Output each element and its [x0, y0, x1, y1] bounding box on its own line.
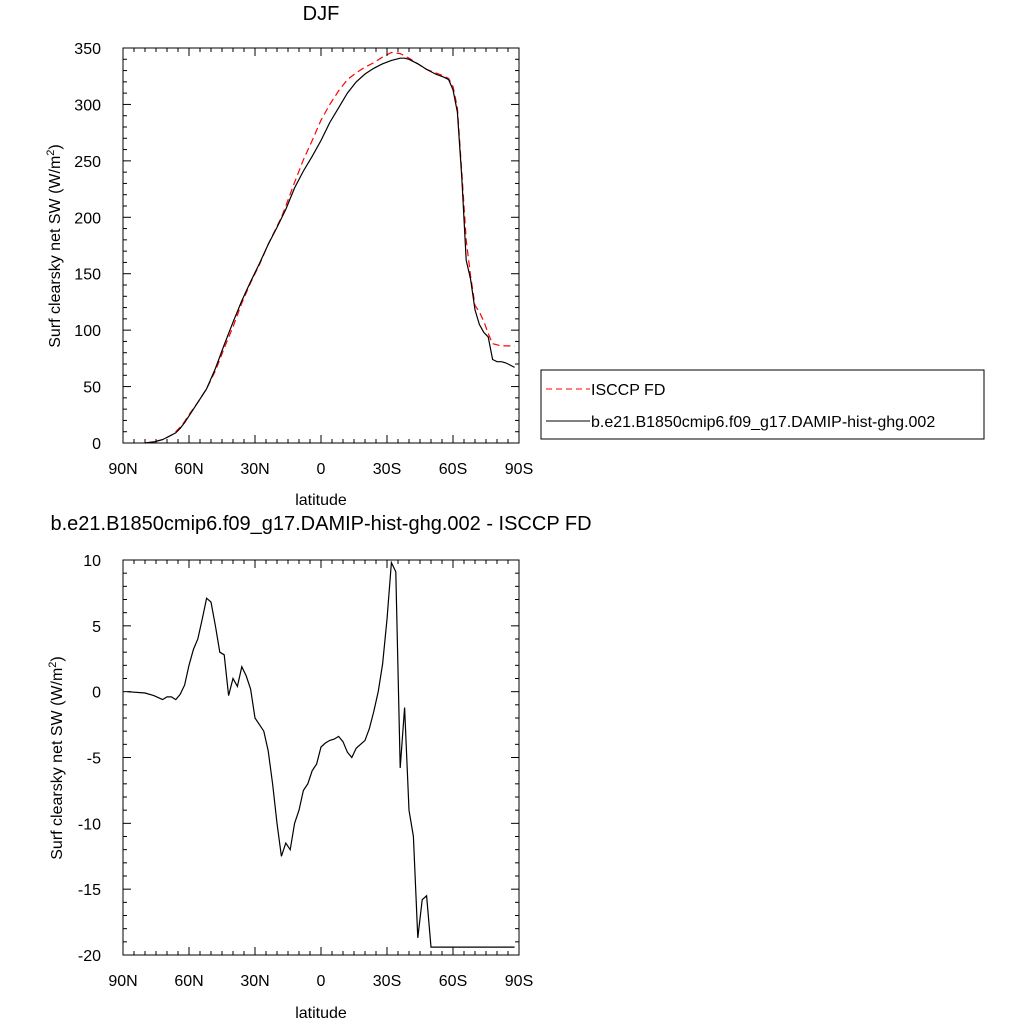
x-tick-label: 30N [240, 461, 269, 478]
x-tick-label: 60N [174, 461, 203, 478]
x-tick-label: 90N [108, 973, 137, 990]
x-tick-label: 90S [505, 973, 533, 990]
series-line-1 [144, 57, 515, 444]
x-tick-label: 60N [174, 973, 203, 990]
top-plot-frame [122, 47, 520, 444]
y-tick-label: -15 [78, 882, 101, 899]
y-tick-label: 200 [74, 210, 101, 227]
bottom-chart-title: b.e21.B1850cmip6.f09_g17.DAMIP-hist-ghg.… [50, 513, 591, 535]
legend-label-model: b.e21.B1850cmip6.f09_g17.DAMIP-hist-ghg.… [591, 414, 935, 431]
x-tick-label: 30S [373, 973, 401, 990]
y-tick-label: -10 [78, 816, 101, 833]
x-tick-label: 0 [317, 461, 326, 478]
y-tick-label: 0 [92, 436, 101, 453]
x-tick-label: 30S [373, 461, 401, 478]
x-tick-label: 60S [439, 461, 467, 478]
y-tick-label: 100 [74, 323, 101, 340]
y-tick-label: 10 [83, 553, 101, 570]
legend: ISCCP FD b.e21.B1850cmip6.f09_g17.DAMIP-… [540, 369, 985, 440]
y-tick-label: 5 [92, 619, 101, 636]
top-panel: DJF 90N 60N 30N 0 30S 60S 90S 0 50 100 150 200 250 30… [45, 3, 985, 509]
top-x-axis-label: latitude [295, 492, 347, 509]
bottom-series-layer [127, 560, 515, 948]
top-chart-title: DJF [303, 3, 340, 25]
y-tick-label: 350 [74, 41, 101, 58]
y-tick-label: 250 [74, 154, 101, 171]
y-tick-label: -20 [78, 948, 101, 965]
bottom-tick-layer: 90N 60N 30N 0 30S 60S 90S -20 -15 -10 -5 0 5 10 [78, 553, 533, 990]
series-line-0 [144, 51, 515, 444]
series-line-0 [127, 560, 515, 948]
bottom-panel: b.e21.B1850cmip6.f09_g17.DAMIP-hist-ghg.… [47, 513, 592, 1022]
x-tick-label: 60S [439, 973, 467, 990]
top-tick-layer: 90N 60N 30N 0 30S 60S 90S 0 50 100 150 200 250 300 350 [74, 41, 533, 478]
y-tick-label: 50 [83, 380, 101, 397]
bottom-x-axis-label: latitude [295, 1005, 347, 1022]
x-tick-label: 90S [505, 461, 533, 478]
top-y-axis-label: Surf clearsky net SW (W/m2) [45, 144, 64, 347]
legend-box [540, 369, 985, 440]
y-tick-label: -5 [87, 751, 101, 768]
y-tick-label: 0 [92, 685, 101, 702]
x-tick-label: 0 [317, 973, 326, 990]
legend-label-isccp: ISCCP FD [591, 382, 665, 399]
bottom-y-axis-label: Surf clearsky net SW (W/m2) [47, 656, 66, 859]
bottom-plot-frame [122, 559, 520, 956]
x-tick-label: 90N [108, 461, 137, 478]
y-tick-label: 300 [74, 97, 101, 114]
y-tick-label: 150 [74, 267, 101, 284]
x-tick-label: 30N [240, 973, 269, 990]
top-series-layer [144, 51, 515, 444]
